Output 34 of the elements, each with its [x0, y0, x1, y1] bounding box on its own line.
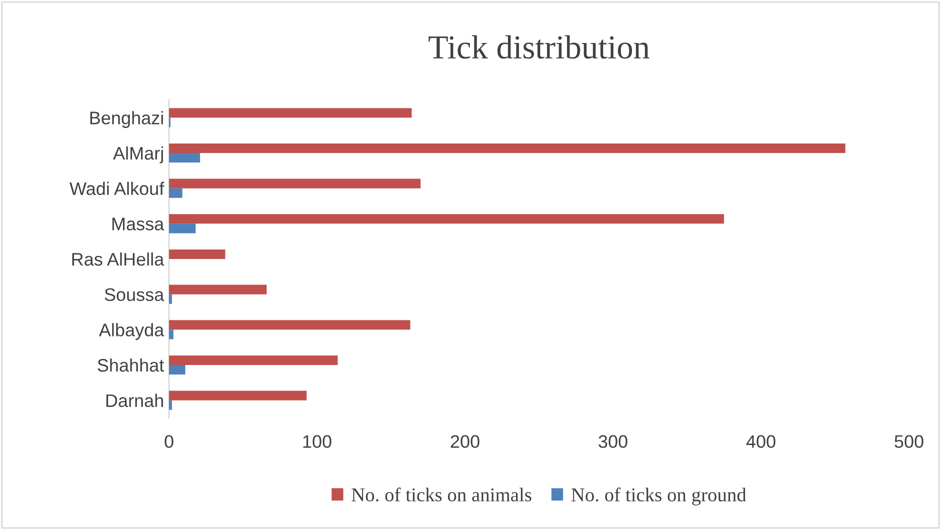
y-tick-label: Shahhat [98, 358, 164, 372]
bar [169, 224, 196, 234]
bar [169, 249, 226, 259]
bar [169, 365, 186, 375]
y-tick-label: Darnah [106, 394, 163, 408]
bar [169, 214, 724, 224]
y-tick-label: Albayda [98, 323, 164, 340]
legend-label: No. of ticks on animals [352, 488, 532, 502]
bar [169, 390, 307, 400]
chart-title: Tick distribution [428, 35, 650, 59]
bar [169, 178, 421, 188]
x-tick-label: 500 [894, 435, 924, 448]
y-tick-label: Wadi Alkouf [70, 182, 164, 196]
bar [169, 108, 412, 118]
bar [169, 153, 200, 163]
bar [169, 330, 174, 340]
bar [169, 188, 182, 198]
bar [169, 355, 338, 365]
y-tick-label: Ras AlHella [72, 252, 164, 266]
bar [169, 294, 172, 304]
bar [169, 284, 267, 294]
y-tick-label: Massa [112, 218, 164, 230]
legend-label: No. of ticks on ground [571, 488, 746, 506]
bar [169, 320, 410, 330]
y-tick-label: Benghazi [90, 111, 163, 128]
bar [169, 400, 172, 410]
x-tick-label: 0 [164, 435, 174, 448]
bar [169, 143, 846, 153]
x-tick-label: 400 [746, 435, 776, 448]
y-tick-label: Soussa [104, 288, 164, 302]
x-tick-label: 300 [598, 435, 628, 448]
x-tick-label: 200 [450, 435, 480, 448]
x-tick-label: 100 [303, 435, 332, 448]
y-tick-label: AlMarj [113, 146, 163, 164]
